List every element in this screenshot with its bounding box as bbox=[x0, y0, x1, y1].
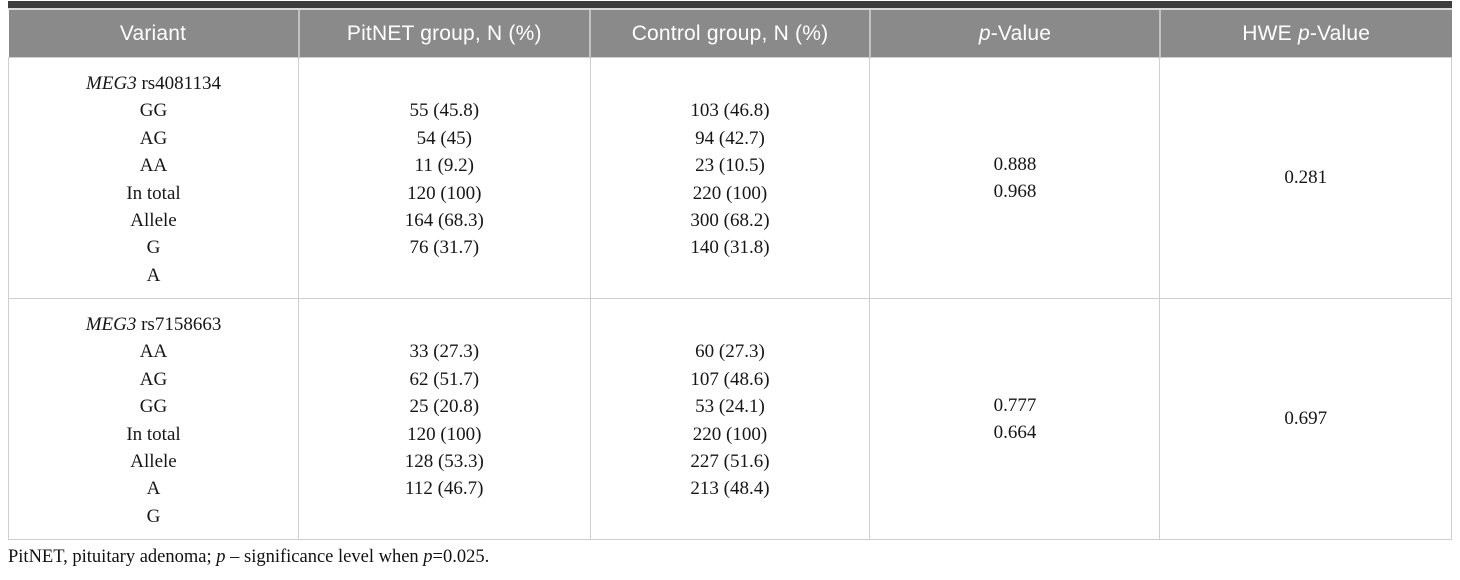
genotype-frequency-table: Variant PitNET group, N (%) Control grou… bbox=[7, 10, 1452, 540]
count-value: 23 (10.5) bbox=[695, 155, 765, 177]
p-value-cell: 0.777 0.664 bbox=[869, 298, 1161, 540]
col-header-hwe-p-value: HWE p-Value bbox=[1158, 10, 1452, 58]
spacer-line bbox=[591, 70, 870, 97]
count-value: 60 (27.3) bbox=[695, 341, 765, 363]
genotype-label: AG bbox=[139, 368, 168, 390]
col-header-label: HWE bbox=[1242, 21, 1298, 45]
count-value: 300 (68.2) bbox=[690, 209, 770, 231]
count-value bbox=[591, 503, 870, 530]
variant-title: MEG3 rs4081134 bbox=[9, 70, 298, 97]
hwe-p-value-cell: 0.697 bbox=[1159, 298, 1452, 540]
pitnet-values-cell: 55 (45.8) 54 (45) 11 (9.2) 120 (100) 164… bbox=[298, 57, 591, 299]
variant-title: MEG3 rs7158663 bbox=[9, 311, 298, 338]
count-value: 25 (20.8) bbox=[409, 396, 480, 418]
variant-block-rs7158663: MEG3 rs7158663 AA AG GG In total Allele … bbox=[7, 298, 1452, 540]
genotype-label: Allele bbox=[130, 209, 177, 231]
count-value: 227 (51.6) bbox=[690, 450, 770, 472]
count-value: 62 (51.7) bbox=[409, 368, 480, 390]
p-value: 0.888 bbox=[993, 153, 1037, 175]
count-value: 213 (48.4) bbox=[690, 478, 770, 500]
count-value: 120 (100) bbox=[407, 182, 482, 204]
count-value bbox=[591, 262, 870, 289]
spacer-line bbox=[299, 311, 589, 338]
p-value: 0.777 bbox=[993, 394, 1037, 416]
hwe-p-value-cell: 0.281 bbox=[1159, 57, 1452, 299]
count-value: 120 (100) bbox=[407, 423, 482, 445]
count-value: 220 (100) bbox=[692, 182, 768, 204]
col-header-p-value: p-Value bbox=[868, 10, 1160, 58]
genotype-label: G bbox=[146, 237, 161, 259]
pitnet-values-cell: 33 (27.3) 62 (51.7) 25 (20.8) 120 (100) … bbox=[298, 298, 591, 540]
count-value: 164 (68.3) bbox=[404, 209, 484, 231]
count-value: 53 (24.1) bbox=[695, 396, 765, 418]
genotype-label: AA bbox=[139, 341, 168, 363]
table-footnote: PitNET, pituitary adenoma; p – significa… bbox=[8, 547, 490, 567]
col-header-label: Variant bbox=[119, 21, 187, 45]
p-value: 0.968 bbox=[993, 181, 1037, 202]
table-top-rule bbox=[8, 1, 1452, 10]
spacer-line bbox=[299, 70, 589, 97]
count-value: 112 (46.7) bbox=[405, 478, 484, 500]
p-value: 0.664 bbox=[993, 422, 1037, 443]
genotype-label: A bbox=[146, 478, 161, 500]
genotype-label: GG bbox=[139, 100, 168, 122]
genotype-label: AA bbox=[139, 155, 168, 177]
col-header-control-group: Control group, N (%) bbox=[589, 10, 870, 58]
rsid: rs7158663 bbox=[141, 314, 222, 335]
count-value: 128 (53.3) bbox=[404, 450, 484, 472]
gene-name: MEG3 bbox=[85, 314, 137, 335]
genotype-label: In total bbox=[126, 182, 181, 204]
count-value: 220 (100) bbox=[692, 423, 768, 445]
count-value: 140 (31.8) bbox=[690, 237, 770, 259]
variant-cell: MEG3 rs4081134 GG AG AA In total Allele … bbox=[7, 57, 300, 299]
col-header-label: Control group, N (%) bbox=[631, 21, 829, 45]
hwe-p-value: 0.281 bbox=[1284, 167, 1328, 189]
col-header-label: PitNET group, N (%) bbox=[346, 21, 542, 45]
count-value: 11 (9.2) bbox=[414, 155, 474, 177]
header-row: Variant PitNET group, N (%) Control grou… bbox=[8, 10, 1452, 58]
count-value: 55 (45.8) bbox=[409, 100, 480, 122]
rsid: rs4081134 bbox=[141, 73, 221, 94]
variant-block-rs4081134: MEG3 rs4081134 GG AG AA In total Allele … bbox=[7, 57, 1452, 299]
count-value: 94 (42.7) bbox=[695, 127, 765, 149]
control-values-cell: 60 (27.3) 107 (48.6) 53 (24.1) 220 (100)… bbox=[589, 298, 871, 540]
hwe-p-value: 0.697 bbox=[1284, 408, 1328, 430]
count-value: 33 (27.3) bbox=[409, 341, 480, 363]
genotype-label: GG bbox=[139, 396, 168, 418]
col-header-variant: Variant bbox=[8, 10, 299, 58]
count-value bbox=[299, 503, 589, 530]
genotype-label: In total bbox=[126, 423, 181, 445]
control-values-cell: 103 (46.8) 94 (42.7) 23 (10.5) 220 (100)… bbox=[589, 57, 871, 299]
genotype-label: A bbox=[146, 264, 161, 286]
variant-cell: MEG3 rs7158663 AA AG GG In total Allele … bbox=[7, 298, 300, 540]
gene-name: MEG3 bbox=[86, 73, 137, 94]
count-value: 107 (48.6) bbox=[690, 368, 770, 390]
genotype-label: Allele bbox=[130, 450, 177, 472]
col-header-pitnet-group: PitNET group, N (%) bbox=[297, 10, 591, 58]
p-value-cell: 0.888 0.968 bbox=[869, 57, 1161, 299]
genotype-label: G bbox=[146, 505, 161, 527]
count-value: 103 (46.8) bbox=[690, 100, 770, 122]
count-value: 76 (31.7) bbox=[409, 237, 480, 259]
spacer-line bbox=[591, 311, 870, 338]
count-value: 54 (45) bbox=[416, 127, 472, 149]
genotype-label: AG bbox=[139, 127, 168, 149]
count-value bbox=[299, 262, 589, 289]
